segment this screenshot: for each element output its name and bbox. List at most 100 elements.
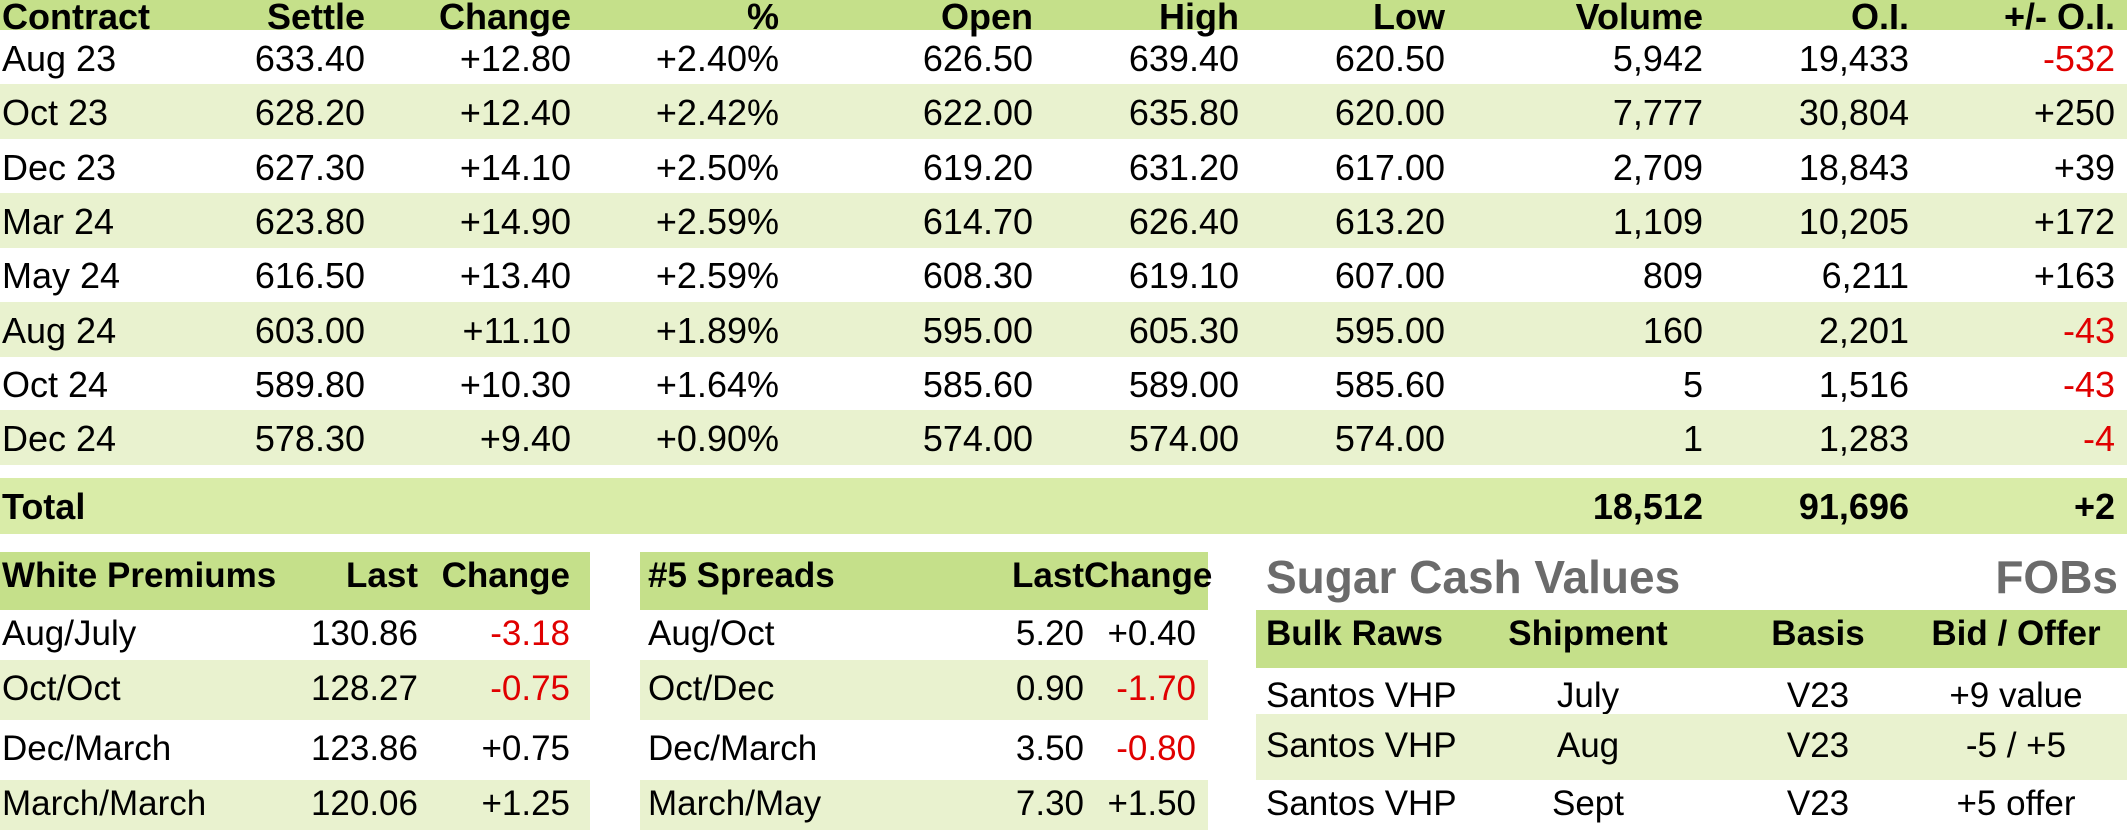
futures-header-cell: Volume (1575, 0, 1703, 37)
cash_values-cell: V23 (1786, 784, 1850, 823)
futures-row: Dec 24 578.30 +9.40 +0.90% 574.00 574.00 574.0… (0, 410, 2127, 465)
cash_values-cell: +5 offer (1956, 784, 2076, 823)
spreads-row: Aug/Oct 5.20 +0.40 (640, 610, 1208, 660)
futures-row: Aug 24 603.00 +11.10 +1.89% 595.00 605.30 595.… (0, 302, 2127, 357)
spreads-row: Oct/Dec 0.90 -1.70 (640, 660, 1208, 720)
futures-cell: 589.00 (1128, 364, 1239, 405)
white_premiums-header-cell: Last (346, 556, 418, 595)
cash_values-cell: +9 value (1949, 676, 2083, 715)
futures-cell: -532 (2042, 38, 2115, 79)
cash_values-cell: V23 (1786, 726, 1850, 765)
futures-row: Mar 24 623.80 +14.90 +2.59% 614.70 626.40 613.… (0, 193, 2127, 248)
cash_values-cell: Santos VHP (1266, 784, 1457, 823)
futures-cell: 1 (1682, 418, 1703, 459)
futures-total-row: Total 18,512 91,696 +2 (0, 478, 2127, 534)
fobs-title: FOBs (1995, 551, 2118, 603)
futures-cell: 5 (1682, 364, 1703, 405)
white_premiums-cell: 130.86 (310, 614, 418, 653)
white_premiums-cell: 128.27 (310, 669, 418, 708)
cash_values-header-cell: Shipment (1508, 614, 1668, 653)
futures-cell: 619.20 (922, 147, 1033, 188)
futures-header-cell: O.I. (1850, 0, 1909, 37)
futures-cell: 628.20 (254, 92, 365, 133)
white_premiums-cell: +1.25 (481, 784, 570, 823)
futures-header-cell: Low (1373, 0, 1445, 37)
white_premiums-row: Dec/March 123.86 +0.75 (0, 720, 590, 780)
futures-cell: 1,109 (1612, 201, 1703, 242)
spreads-cell: March/May (648, 784, 822, 823)
futures-cell: 160 (1642, 310, 1703, 351)
futures-cell: 2,709 (1612, 147, 1703, 188)
spreads-cell: 7.30 (1015, 784, 1084, 823)
futures-cell: +2.59% (655, 255, 779, 296)
spreads-cell: +1.50 (1107, 784, 1196, 823)
futures-cell: 633.40 (254, 38, 365, 79)
futures-cell: Oct 24 (2, 364, 109, 405)
futures-cell: 1,283 (1818, 418, 1909, 459)
total-label: Total (2, 486, 86, 527)
futures-cell: 617.00 (1334, 147, 1445, 188)
futures-cell: 10,205 (1798, 201, 1909, 242)
futures-cell: 574.00 (1334, 418, 1445, 459)
spreads-header-cell: Last (1012, 556, 1084, 595)
futures-cell: +2.40% (655, 38, 779, 79)
futures-cell: +12.80 (459, 38, 571, 79)
futures-cell: 19,433 (1798, 38, 1909, 79)
cash_values-cell: Santos VHP (1266, 726, 1457, 765)
spreads-header-row: #5 Spreads Last Change (640, 552, 1213, 610)
spreads-header-cell: #5 Spreads (648, 556, 835, 595)
futures-cell: +163 (2033, 255, 2115, 296)
futures-cell: +12.40 (459, 92, 571, 133)
white_premiums-cell: March/March (2, 784, 207, 823)
futures-cell: +11.10 (462, 310, 571, 351)
spreads-cell: Aug/Oct (648, 614, 775, 653)
futures-cell: May 24 (2, 255, 121, 296)
futures-cell: 614.70 (922, 201, 1033, 242)
futures-header-cell: High (1159, 0, 1239, 37)
spreads-cell: 0.90 (1015, 669, 1084, 708)
futures-cell: 589.80 (254, 364, 365, 405)
futures-cell: 578.30 (254, 418, 365, 459)
futures-cell: Dec 24 (2, 418, 117, 459)
futures-cell: +14.90 (459, 201, 571, 242)
white_premiums-row: Aug/July 130.86 -3.18 (0, 610, 590, 660)
futures-cell: +14.10 (459, 147, 571, 188)
futures-cell: Aug 23 (2, 38, 117, 79)
total-oi-change: +2 (2073, 486, 2115, 527)
futures-cell: 639.40 (1128, 38, 1239, 79)
futures-cell: 2,201 (1818, 310, 1909, 351)
futures-cell: +1.89% (655, 310, 779, 351)
futures-header-cell: % (746, 0, 779, 37)
cash_values-cell: -5 / +5 (1965, 726, 2067, 765)
cash_values-row: Santos VHP Sept V23 +5 offer (1256, 780, 2127, 830)
futures-cell: -43 (2062, 364, 2115, 405)
futures-cell: 620.00 (1334, 92, 1445, 133)
cash_values-row: Santos VHP July V23 +9 value (1256, 668, 2127, 726)
spreads-row: March/May 7.30 +1.50 (640, 780, 1208, 830)
futures-cell: +13.40 (459, 255, 571, 296)
futures-cell: Oct 23 (2, 92, 109, 133)
futures-cell: 605.30 (1128, 310, 1239, 351)
white_premiums-header-cell: Change (441, 556, 570, 595)
futures-cell: 619.10 (1128, 255, 1239, 296)
futures-cell: +39 (2053, 147, 2115, 188)
cash_values-row: Santos VHP Aug V23 -5 / +5 (1256, 714, 2127, 780)
futures-cell: 1,516 (1818, 364, 1909, 405)
spreads-cell: 3.50 (1015, 729, 1084, 768)
spreads-header-cell: Change (1084, 556, 1213, 595)
total-volume: 18,512 (1592, 486, 1703, 527)
spreads-cell: +0.40 (1107, 614, 1196, 653)
spreads-cell: Oct/Dec (648, 669, 775, 708)
white_premiums-cell: Dec/March (2, 729, 172, 768)
cash_values-cell: Santos VHP (1266, 676, 1457, 715)
futures-cell: -43 (2062, 310, 2115, 351)
white_premiums-row: March/March 120.06 +1.25 (0, 780, 590, 830)
white_premiums-header-cell: White Premiums (2, 556, 277, 595)
futures-cell: 574.00 (922, 418, 1033, 459)
cash_values-header-cell: Bulk Raws (1266, 614, 1443, 653)
futures-row: Oct 24 589.80 +10.30 +1.64% 585.60 589.00 585.… (0, 356, 2127, 411)
total-oi: 91,696 (1798, 486, 1909, 527)
white_premiums-cell: Aug/July (2, 614, 137, 653)
futures-header-row: Contract Settle Change% Open High Low Volume O.… (0, 0, 2127, 37)
sugar-cash-title: Sugar Cash Values (1266, 551, 1681, 603)
